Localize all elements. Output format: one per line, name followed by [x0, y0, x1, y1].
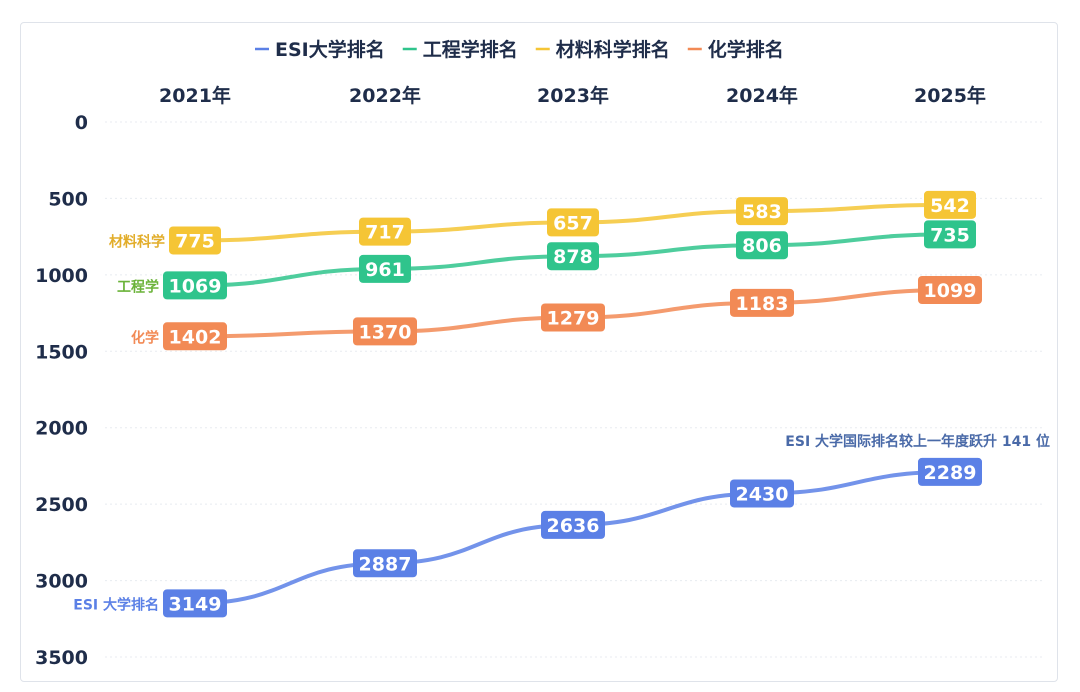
legend-label: 化学排名	[708, 38, 784, 61]
data-label: 2289	[924, 462, 977, 484]
data-label-bg	[924, 190, 976, 219]
data-label-bg	[163, 589, 227, 618]
data-label: 2430	[736, 483, 789, 505]
data-label-bg	[736, 197, 788, 226]
data-label: 583	[742, 201, 782, 223]
y-tick-label: 1500	[35, 341, 88, 363]
data-label: 1183	[736, 293, 789, 315]
data-label-bg	[541, 510, 605, 539]
data-label-bg	[730, 288, 794, 317]
data-label: 717	[365, 222, 405, 244]
series-side-label: 工程学	[117, 278, 159, 295]
data-label-bg	[736, 231, 788, 260]
y-tick-label: 1000	[35, 265, 88, 287]
x-tick-label: 2023年	[537, 84, 609, 107]
data-label-bg	[918, 457, 982, 486]
legend-label: 工程学排名	[423, 38, 518, 61]
series-side-label: 材料科学	[109, 233, 165, 250]
x-tick-label: 2022年	[349, 84, 421, 107]
data-label-bg	[353, 549, 417, 578]
data-label: 1370	[359, 321, 412, 343]
data-label: 961	[365, 259, 405, 281]
data-label-bg	[918, 275, 982, 304]
y-tick-label: 3000	[35, 571, 88, 593]
data-label: 2636	[547, 515, 600, 537]
legend-label: ESI大学排名	[275, 38, 385, 61]
data-label-bg	[924, 220, 976, 249]
data-label-bg	[541, 303, 605, 332]
data-label: 1099	[924, 280, 977, 302]
chart-frame	[20, 22, 1058, 682]
legend-item: ESI大学排名	[255, 38, 385, 61]
data-label-bg	[359, 217, 411, 246]
data-label: 2887	[359, 553, 412, 575]
data-label-bg	[169, 226, 221, 255]
data-label: 878	[553, 246, 593, 268]
x-tick-label: 2024年	[726, 84, 798, 107]
data-label-bg	[353, 317, 417, 346]
annotation: ESI 大学国际排名较上一年度跃升 141 位	[785, 433, 1050, 450]
data-label: 1402	[169, 326, 222, 348]
y-tick-label: 2000	[35, 418, 88, 440]
y-tick-label: 500	[48, 188, 88, 210]
y-tick-label: 3500	[35, 647, 88, 669]
data-label: 1069	[169, 275, 222, 297]
data-label: 806	[742, 235, 782, 257]
data-label-bg	[547, 242, 599, 271]
data-label: 1279	[547, 308, 600, 330]
legend-label: 材料科学排名	[556, 38, 670, 61]
data-label: 3149	[169, 593, 222, 615]
data-label: 775	[175, 230, 215, 252]
data-label: 542	[930, 195, 970, 217]
legend-item: 化学排名	[687, 38, 784, 61]
legend-item: 材料科学排名	[535, 38, 670, 61]
data-label: 735	[930, 224, 970, 246]
legend-item: 工程学排名	[402, 38, 518, 61]
data-label-bg	[359, 254, 411, 283]
data-label: 657	[553, 212, 593, 234]
data-label-bg	[163, 271, 227, 300]
series-side-label: ESI 大学排名	[73, 596, 159, 613]
x-tick-label: 2021年	[159, 84, 231, 107]
data-label-bg	[730, 479, 794, 508]
data-label-bg	[547, 208, 599, 237]
x-tick-label: 2025年	[914, 84, 986, 107]
y-tick-label: 2500	[35, 494, 88, 516]
data-label-bg	[163, 322, 227, 351]
y-tick-label: 0	[75, 112, 88, 134]
series-side-label: 化学	[131, 329, 159, 346]
